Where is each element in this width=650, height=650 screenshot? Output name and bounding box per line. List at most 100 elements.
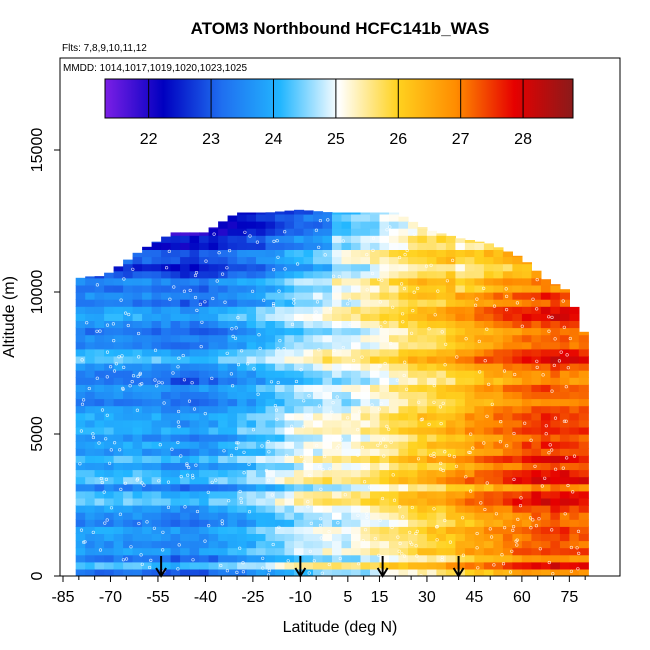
heatmap-cell bbox=[132, 341, 143, 350]
sample-point bbox=[516, 517, 520, 522]
heatmap-cell bbox=[578, 547, 589, 556]
heatmap-cell bbox=[512, 469, 523, 478]
heatmap-cell bbox=[483, 519, 494, 527]
heatmap-cell bbox=[294, 263, 305, 272]
heatmap-cell bbox=[398, 284, 409, 293]
heatmap-cell bbox=[455, 398, 466, 407]
heatmap-cell bbox=[341, 228, 352, 236]
heatmap-cell bbox=[474, 277, 485, 286]
sample-point bbox=[187, 399, 192, 403]
heatmap-cell bbox=[313, 476, 324, 485]
sample-point bbox=[160, 381, 164, 385]
sample-point bbox=[257, 333, 261, 337]
heatmap-cell bbox=[265, 547, 276, 556]
heatmap-cell bbox=[502, 256, 513, 265]
heatmap-cell bbox=[94, 277, 105, 286]
heatmap-cell bbox=[351, 299, 362, 307]
heatmap-cell bbox=[180, 412, 191, 421]
heatmap-cell bbox=[379, 284, 390, 293]
sample-point bbox=[467, 450, 471, 454]
heatmap-cell bbox=[550, 292, 561, 300]
heatmap-cell bbox=[531, 554, 542, 563]
heatmap-cell bbox=[294, 334, 305, 343]
heatmap-cell bbox=[408, 547, 419, 556]
sample-point bbox=[363, 480, 367, 484]
heatmap-cell bbox=[417, 341, 428, 350]
heatmap-cell bbox=[294, 292, 305, 300]
heatmap-cell bbox=[493, 568, 504, 576]
sample-point bbox=[427, 422, 431, 427]
heatmap-cell bbox=[474, 284, 485, 293]
heatmap-cell bbox=[398, 334, 409, 343]
sample-point bbox=[433, 313, 437, 317]
heatmap-cell bbox=[559, 426, 570, 435]
heatmap-cell bbox=[313, 398, 324, 407]
heatmap-cell bbox=[417, 391, 428, 400]
heatmap-cell bbox=[341, 306, 352, 314]
heatmap-cell bbox=[75, 568, 86, 576]
x-tick-label: -40 bbox=[194, 589, 217, 606]
heatmap-cell bbox=[313, 256, 324, 265]
heatmap-cell bbox=[199, 292, 210, 300]
y-tick-label: 10000 bbox=[29, 270, 46, 315]
heatmap-cell bbox=[360, 363, 371, 371]
heatmap-cell bbox=[417, 313, 428, 321]
heatmap-cell bbox=[303, 505, 314, 513]
sample-point bbox=[439, 422, 443, 426]
heatmap-cell bbox=[370, 540, 381, 549]
heatmap-cell bbox=[189, 327, 200, 336]
heatmap-cell bbox=[284, 277, 295, 286]
heatmap-cell bbox=[322, 256, 333, 265]
heatmap-cell bbox=[512, 554, 523, 563]
heatmap-cell bbox=[332, 405, 343, 414]
heatmap-cell bbox=[75, 490, 86, 499]
sample-point bbox=[105, 413, 109, 417]
heatmap-cell bbox=[180, 561, 191, 570]
heatmap-cell bbox=[75, 384, 86, 392]
heatmap-cell bbox=[389, 561, 400, 570]
heatmap-cell bbox=[512, 497, 523, 506]
sample-point bbox=[443, 450, 447, 454]
heatmap-cell bbox=[322, 228, 333, 236]
sample-point bbox=[264, 469, 269, 473]
heatmap-cell bbox=[246, 270, 257, 279]
sample-point bbox=[123, 311, 128, 315]
heatmap-cell bbox=[199, 554, 210, 563]
heatmap-cell bbox=[142, 540, 153, 549]
heatmap-cell bbox=[151, 497, 162, 506]
heatmap-cell bbox=[227, 441, 238, 449]
sample-point bbox=[131, 374, 136, 378]
heatmap-cell bbox=[303, 221, 314, 229]
heatmap-cell bbox=[256, 270, 267, 279]
heatmap-cell bbox=[256, 363, 267, 371]
heatmap-cell bbox=[436, 263, 447, 272]
heatmap-cell bbox=[398, 455, 409, 463]
heatmap-cell bbox=[493, 348, 504, 357]
heatmap-cell bbox=[284, 327, 295, 336]
heatmap-cell bbox=[256, 370, 267, 378]
heatmap-cell bbox=[275, 526, 286, 534]
sample-point bbox=[339, 437, 343, 441]
heatmap-cell bbox=[85, 341, 96, 350]
heatmap-cell bbox=[426, 341, 437, 350]
heatmap-cell bbox=[578, 405, 589, 414]
heatmap-cell bbox=[265, 249, 276, 258]
heatmap-cell bbox=[246, 313, 257, 321]
heatmap-cell bbox=[417, 242, 428, 250]
heatmap-cell bbox=[455, 277, 466, 286]
sample-point bbox=[327, 562, 331, 567]
heatmap-cell bbox=[370, 306, 381, 314]
heatmap-cell bbox=[123, 355, 134, 364]
heatmap-cell bbox=[445, 483, 456, 492]
heatmap-cell bbox=[275, 249, 286, 258]
heatmap-cell bbox=[483, 497, 494, 506]
heatmap-cell bbox=[502, 377, 513, 385]
sample-point bbox=[122, 365, 126, 370]
heatmap-cell bbox=[332, 341, 343, 350]
heatmap-cell bbox=[531, 313, 542, 321]
heatmap-cell bbox=[256, 249, 267, 258]
heatmap-cell bbox=[341, 512, 352, 520]
colorbar-tick-label: 27 bbox=[452, 131, 470, 148]
heatmap-cell bbox=[455, 292, 466, 300]
heatmap-cell bbox=[94, 448, 105, 456]
